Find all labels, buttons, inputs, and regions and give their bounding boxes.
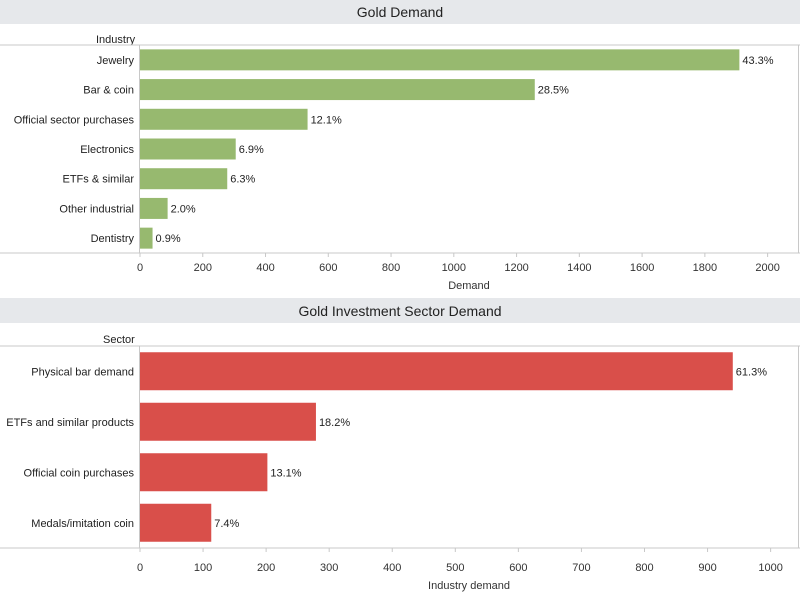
chart2-bar <box>140 453 268 492</box>
chart1-bar <box>140 79 535 101</box>
chart1-category-label: Bar & coin <box>83 85 134 97</box>
chart1-title: Gold Demand <box>357 4 443 20</box>
chart2-bar <box>140 503 212 542</box>
chart2-x-axis-label: Industry demand <box>428 580 510 592</box>
chart1-x-tick-label: 0 <box>137 262 143 274</box>
chart2-x-tick-label: 400 <box>383 562 401 574</box>
chart2-x-tick-label: 900 <box>698 562 716 574</box>
chart2-data-label: 61.3% <box>736 366 767 378</box>
chart2-x-tick-label: 600 <box>509 562 527 574</box>
chart1-category-label: Jewelry <box>97 55 135 67</box>
chart1-bar <box>140 168 228 190</box>
chart1-x-tick-label: 600 <box>319 262 337 274</box>
chart2-x-tick-label: 200 <box>257 562 275 574</box>
chart1-data-label: 6.3% <box>230 174 255 186</box>
chart1-x-tick-label: 800 <box>382 262 400 274</box>
chart1-data-label: 28.5% <box>538 85 569 97</box>
chart2-title-band <box>0 298 800 323</box>
chart2-data-label: 13.1% <box>270 467 301 479</box>
chart1-category-label: Official sector purchases <box>14 114 135 126</box>
chart1-data-label: 0.9% <box>156 233 181 245</box>
chart1-x-tick-label: 1600 <box>630 262 654 274</box>
chart2-x-tick-label: 100 <box>194 562 212 574</box>
chart1-x-axis-label: Demand <box>448 280 490 292</box>
chart2-data-label: 18.2% <box>319 417 350 429</box>
chart2-data-label: 7.4% <box>214 518 239 530</box>
chart2-x-tick-label: 300 <box>320 562 338 574</box>
chart1-bar <box>140 49 740 71</box>
chart2-category-label: Official coin purchases <box>24 467 135 479</box>
chart1-title-band <box>0 0 800 24</box>
chart1-x-tick-label: 1200 <box>504 262 528 274</box>
chart1-data-label: 43.3% <box>742 55 773 67</box>
chart2-category-label: ETFs and similar products <box>6 417 134 429</box>
chart1-category-label: Other industrial <box>59 203 134 215</box>
chart2-x-tick-label: 800 <box>635 562 653 574</box>
chart1-bar <box>140 108 308 130</box>
chart1-bar <box>140 138 236 160</box>
chart1-x-tick-label: 400 <box>256 262 274 274</box>
chart1-category-label: ETFs & similar <box>63 174 135 186</box>
chart2-x-tick-label: 1000 <box>758 562 782 574</box>
chart2-x-tick-label: 700 <box>572 562 590 574</box>
chart1-x-tick-label: 1000 <box>442 262 466 274</box>
chart1-category-label: Electronics <box>80 144 134 156</box>
chart1-bar <box>140 197 168 219</box>
chart2-x-tick-label: 0 <box>137 562 143 574</box>
chart2-category-label: Physical bar demand <box>31 366 134 378</box>
chart2-bar <box>140 402 316 441</box>
chart1-bar <box>140 227 153 249</box>
chart2-category-label: Medals/imitation coin <box>31 518 134 530</box>
chart1-category-label: Dentistry <box>91 233 135 245</box>
chart1-x-tick-label: 1800 <box>693 262 717 274</box>
chart1-data-label: 2.0% <box>171 203 196 215</box>
chart1-x-tick-label: 2000 <box>755 262 779 274</box>
chart1-x-tick-label: 200 <box>194 262 212 274</box>
chart2-category-header: Sector <box>103 334 135 346</box>
chart1-category-header: Industry <box>96 34 136 46</box>
chart2-x-tick-label: 500 <box>446 562 464 574</box>
chart2-title: Gold Investment Sector Demand <box>298 303 501 319</box>
chart1-data-label: 12.1% <box>311 114 342 126</box>
chart2-bar <box>140 352 733 391</box>
chart1-data-label: 6.9% <box>239 144 264 156</box>
chart1-x-tick-label: 1400 <box>567 262 591 274</box>
